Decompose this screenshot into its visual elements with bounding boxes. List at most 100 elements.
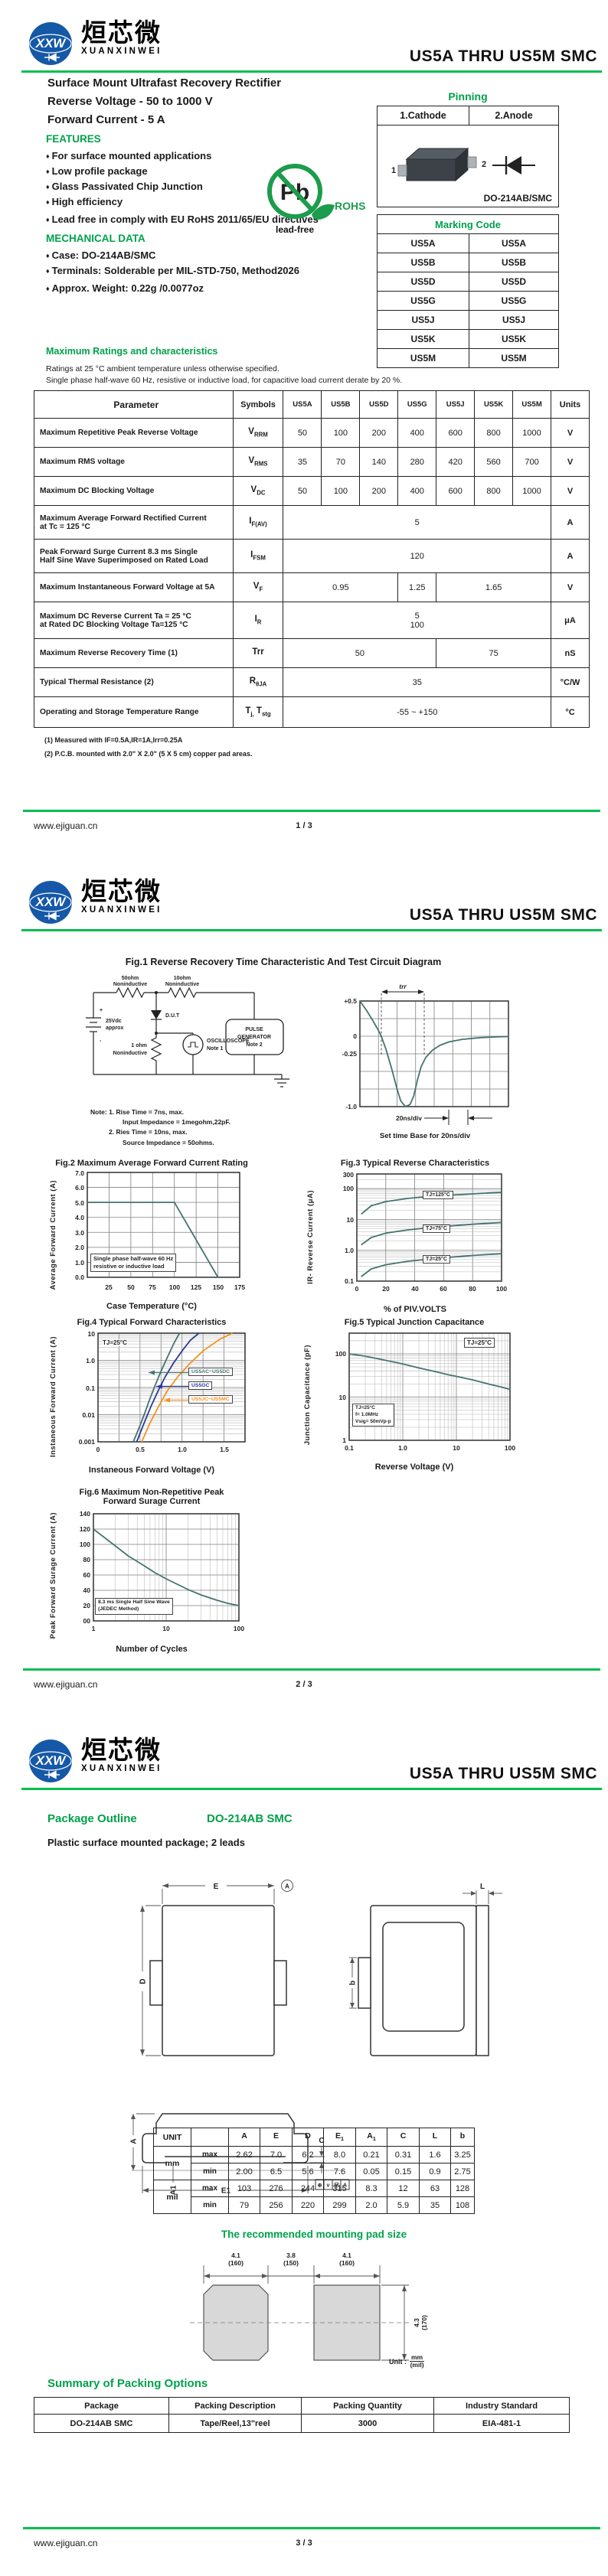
ratings-row: Maximum Repetitive Peak Reverse Voltage …	[34, 418, 590, 448]
svg-text:Note 1: Note 1	[207, 1046, 224, 1052]
header-logo: XXW 烜芯微 XUANXINWEI	[28, 19, 162, 70]
cell: 100	[321, 476, 361, 506]
marking-row: US5M US5M	[377, 348, 559, 368]
svg-text:4.0: 4.0	[75, 1214, 84, 1221]
ratings-header-row: Parameter Symbols US5A US5B US5D US5G US…	[34, 390, 590, 419]
mounting-pad-drawing: 4.1(160) 3.8(150) 4.1(160) 4.3 (170)	[190, 2252, 428, 2361]
fig5-chart: 100 10 1 0.1 1.0 10 100	[335, 1332, 515, 1452]
fig2-x-axis-label: Case Temperature (°C)	[106, 1302, 197, 1311]
svg-text:10: 10	[347, 1216, 355, 1224]
fig1-notes: Note: 1. Rise Time = 7ns, max. Input Imp…	[90, 1108, 230, 1146]
diamond-bullet-icon: ♦	[46, 168, 50, 175]
pin2-anode-cell: 2.Anode	[469, 106, 559, 126]
ratings-row: Typical Thermal Resistance (2) RθJA 35 °…	[34, 667, 590, 697]
footer-rule	[23, 1668, 600, 1671]
cell: 70	[321, 447, 361, 477]
fig5-conditions-box: TJ=25°C f= 1.0MHz Vsig= 50mVp-p	[352, 1404, 394, 1427]
forward-current-line: Forward Current - 5 A	[47, 113, 165, 126]
cell: A	[551, 505, 590, 540]
pb-free-logo: Pb ROHS lead-free	[267, 164, 365, 235]
cell: Maximum DC Blocking Voltage	[34, 476, 234, 506]
cell: US5G	[469, 291, 559, 311]
package-outline-description: Plastic surface mounted package; 2 leads	[47, 1837, 245, 1848]
footer-rule	[23, 2527, 600, 2529]
footer-website: www.ejiguan.cn	[34, 1679, 98, 1690]
svg-text:10: 10	[453, 1444, 460, 1452]
fig3-chart: 300 100 10 1.0 0.1 0 20 40 60 80 100	[343, 1171, 508, 1293]
package-top-view-drawing: E A D	[139, 1880, 293, 2056]
svg-text:Noninductive: Noninductive	[113, 982, 147, 987]
svg-text:1.0: 1.0	[398, 1444, 407, 1452]
brand-logo-icon: XXW	[29, 22, 72, 65]
cell: 2.00	[228, 2163, 260, 2180]
fig6-title-line2: Forward Surage Current	[103, 1497, 201, 1506]
cell: 8.3	[355, 2180, 387, 2197]
diode-symbol-icon	[492, 156, 535, 174]
svg-text:4.1: 4.1	[342, 2252, 351, 2259]
diamond-bullet-icon: ♦	[46, 285, 50, 292]
packing-options-table: Package Packing Description Packing Quan…	[34, 2397, 570, 2433]
cell: US5D	[359, 390, 399, 419]
svg-text:Note 2: Note 2	[246, 1042, 263, 1048]
fig4-legend-us5ac-us5dc: US5AC~US5DC	[188, 1368, 234, 1376]
svg-text:0.0: 0.0	[75, 1273, 84, 1281]
cell: IR	[232, 602, 284, 639]
svg-text:4.3: 4.3	[413, 2318, 420, 2327]
fig5-title: Fig.5 Typical Junction Capacitance	[344, 1318, 485, 1327]
mech-item: ♦ Case: DO-214AB/SMC	[46, 249, 156, 261]
svg-text:1: 1	[342, 1436, 346, 1444]
fig3-x-axis-label: % of PIV.VOLTS	[384, 1305, 446, 1314]
svg-text:E: E	[214, 1883, 219, 1891]
svg-text:120: 120	[80, 1525, 90, 1533]
pin1-cathode-cell: 1.Cathode	[377, 106, 469, 126]
svg-text:50ohm: 50ohm	[122, 976, 139, 981]
svg-text:trr: trr	[399, 983, 407, 990]
dimension-row: mm max 2.62 7.0 6.2 8.0 0.21 0.31 1.6 3.25	[153, 2146, 475, 2180]
cell: Packing Quantity	[301, 2397, 434, 2415]
cell: 700	[512, 447, 552, 477]
cell: Packing Description	[168, 2397, 302, 2415]
svg-text:-1.0: -1.0	[345, 1103, 357, 1110]
cell: 1.65	[436, 572, 552, 602]
dimension-header-row: UNIT A E D E1 A1 C L b	[153, 2128, 475, 2147]
fig5-temp-annotation: TJ=25°C	[464, 1338, 495, 1348]
mech-item: ♦ Terminals: Solderable per MIL-STD-750, …	[46, 265, 299, 276]
cell: 1.25	[397, 572, 437, 602]
svg-text:80: 80	[469, 1285, 476, 1293]
cell: 50	[283, 638, 437, 668]
cell: 0.31	[387, 2146, 420, 2164]
fig6-x-axis-label: Number of Cycles	[116, 1645, 188, 1654]
cell: US5M	[469, 348, 559, 368]
svg-text:0.5: 0.5	[136, 1446, 145, 1453]
fig2-title: Fig.2 Maximum Average Forward Current Ra…	[55, 1159, 248, 1168]
svg-text:0.1: 0.1	[86, 1384, 95, 1392]
svg-text:3.8: 3.8	[286, 2252, 296, 2259]
cell: 140	[359, 447, 399, 477]
fig2: Fig.2 Maximum Average Forward Current Ra…	[49, 1159, 254, 1311]
footer-rule	[23, 810, 600, 812]
svg-text:OSCILLOSCOPE: OSCILLOSCOPE	[207, 1039, 250, 1044]
svg-text:175: 175	[234, 1283, 245, 1291]
ratings-condition-1: Ratings at 25 °C ambient temperature unl…	[46, 364, 279, 373]
cell: 3.25	[450, 2146, 475, 2164]
cell: 2.0	[355, 2196, 387, 2214]
cell: Operating and Storage Temperature Range	[34, 696, 234, 728]
cell: US5D	[469, 272, 559, 292]
fig6-title-line1: Fig.6 Maximum Non-Repetitive Peak	[79, 1488, 224, 1497]
cell: US5J	[436, 390, 476, 419]
cell: 560	[474, 447, 514, 477]
fig4-title: Fig.4 Typical Forward Characteristics	[77, 1318, 227, 1327]
cell: 200	[359, 418, 399, 448]
cell: 2.75	[450, 2163, 475, 2180]
svg-text:20ns/div: 20ns/div	[396, 1114, 422, 1122]
cell: Symbols	[232, 390, 284, 419]
marking-title-row: Marking Code	[377, 214, 559, 234]
svg-text:150: 150	[213, 1283, 224, 1291]
cell: 800	[474, 418, 514, 448]
fig1-waveform-chart: trr +0.5 0 -0.25 -1.0 20ns/div	[342, 983, 509, 1125]
cell: US5J	[469, 310, 559, 330]
svg-text:7.0: 7.0	[75, 1169, 84, 1177]
features-title: FEATURES	[46, 133, 101, 145]
cell: Units	[551, 390, 590, 419]
svg-text:60: 60	[440, 1285, 447, 1293]
